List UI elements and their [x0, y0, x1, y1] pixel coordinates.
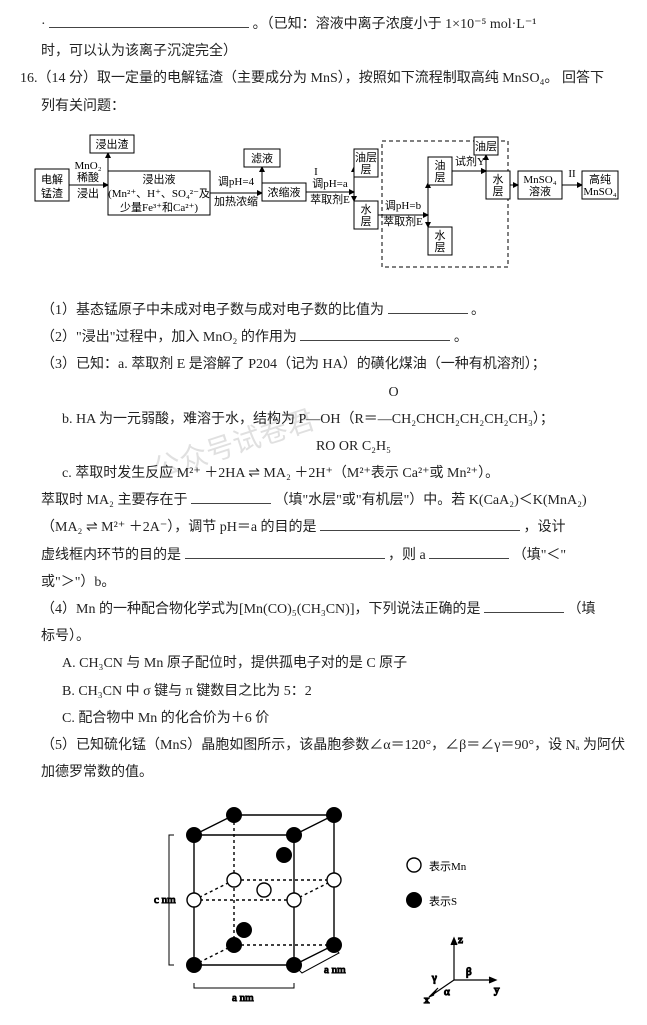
q3c3a: （MA₂ ⇌ M²⁺ ＋2A⁻），调节 pH＝a 的目的是	[41, 520, 317, 535]
svg-text:浓缩液: 浓缩液	[268, 185, 301, 199]
svg-text:β: β	[466, 966, 472, 978]
q4t2: （填	[567, 602, 595, 617]
svg-text:MnO₂: MnO₂	[74, 160, 101, 172]
svg-text:油层: 油层	[475, 139, 497, 153]
svg-text:x: x	[424, 994, 430, 1005]
q4t1: （4）Mn 的一种配合物化学式为[Mn(CO)₅(CH₃CN)]，下列说法正确的…	[41, 602, 480, 617]
blank-q3c3	[320, 516, 520, 531]
blank-q1	[388, 299, 468, 314]
header-line1: · 。（已知：溶液中离子浓度小于 1×10⁻⁵ mol·L⁻¹	[20, 12, 627, 37]
q5-line1: （5）已知硫化锰（MnS）晶胞如图所示，该晶胞参数∠α＝120°，∠β＝∠γ＝9…	[20, 733, 627, 758]
svg-text:层: 层	[361, 163, 372, 176]
svg-text:水: 水	[493, 173, 504, 186]
q3a: （3）已知：a. 萃取剂 E 是溶解了 P204（记为 HA）的磺化煤油（一种有…	[20, 352, 627, 377]
svg-text:水: 水	[361, 203, 372, 216]
q16-stem2: 列有关问题：	[20, 94, 627, 119]
blank-q3c4a	[185, 544, 385, 559]
q3c2b: （填"水层"或"有机层"）中。若 K(CaA₂)＜K(MnA₂)	[274, 493, 586, 508]
svg-text:c nm: c nm	[154, 894, 176, 906]
blank-q4	[484, 598, 564, 613]
q3c4c: （填"＜"	[513, 548, 566, 563]
svg-text:锰渣: 锰渣	[41, 186, 63, 200]
q5-line2: 加德罗常数的值。	[20, 760, 627, 785]
svg-text:(Mn²⁺、H⁺、SO₄²⁻及: (Mn²⁺、H⁺、SO₄²⁻及	[108, 188, 210, 200]
q1-text: （1）基态锰原子中未成对电子数与成对电子数的比值为	[41, 303, 384, 318]
q3c3b: ，设计	[524, 520, 566, 535]
svg-text:层: 层	[493, 185, 504, 198]
svg-text:MnSO₄: MnSO₄	[523, 174, 556, 186]
svg-text:浸出渣: 浸出渣	[96, 137, 129, 151]
header-dot: ·	[41, 17, 46, 32]
svg-text:试剂Y: 试剂Y	[455, 154, 485, 168]
svg-text:表示Mn: 表示Mn	[429, 859, 467, 873]
svg-text:MnSO₄: MnSO₄	[583, 186, 616, 198]
blank-header	[49, 13, 249, 28]
svg-text:萃取剂E: 萃取剂E	[383, 214, 423, 228]
blank-q3c4b	[429, 544, 509, 559]
svg-text:层: 层	[435, 241, 446, 254]
q2-end: 。	[454, 330, 468, 345]
q2: （2）"浸出"过程中，加入 MnO₂ 的作用为 。	[20, 325, 627, 350]
header-line2: 时，可以认为该离子沉淀完全）	[20, 39, 627, 64]
svg-text:油: 油	[435, 158, 446, 172]
q4-B: B. CH₃CN 中 σ 键与 π 键数目之比为 5：2	[20, 679, 627, 704]
crystal-diagram: c nm a nm a nm 表示Mn 表示S z y x γ β α	[20, 795, 627, 1014]
q4-line2: 标号）。	[20, 624, 627, 649]
q16-stem: 16.（14 分）取一定量的电解锰渣（主要成分为 MnS），按照如下流程制取高纯…	[20, 66, 627, 91]
svg-text:加热浓缩: 加热浓缩	[214, 195, 258, 208]
svg-text:层: 层	[361, 215, 372, 228]
svg-text:调pH=a: 调pH=a	[312, 177, 348, 190]
q3c4a: 虚线框内环节的目的是	[41, 548, 181, 563]
svg-text:浸出液: 浸出液	[143, 172, 176, 186]
q4-A: A. CH₃CN 与 Mn 原子配位时，提供孤电子对的是 C 原子	[20, 651, 627, 676]
q3c3: （MA₂ ⇌ M²⁺ ＋2A⁻），调节 pH＝a 的目的是 ，设计	[20, 515, 627, 540]
q16-num: 16.（14 分）	[20, 71, 97, 86]
q3c2a: 萃取时 MA₂ 主要存在于	[41, 493, 187, 508]
q3c5: 或"＞"）b。	[20, 570, 627, 595]
svg-text:滤液: 滤液	[251, 151, 273, 165]
svg-text:表示S: 表示S	[429, 894, 457, 908]
svg-text:少量Fe³⁺和Ca²⁺): 少量Fe³⁺和Ca²⁺)	[120, 201, 198, 214]
q3-o: O	[160, 380, 627, 405]
svg-text:z: z	[458, 934, 463, 946]
svg-text:高纯: 高纯	[589, 172, 611, 186]
q3c1: c. 萃取时发生反应 M²⁺ ＋2HA ⇌ MA₂ ＋2H⁺（M²⁺表示 Ca²…	[20, 461, 627, 486]
svg-text:萃取剂E: 萃取剂E	[310, 192, 350, 206]
svg-text:γ: γ	[431, 972, 437, 984]
svg-text:y: y	[494, 984, 500, 996]
q3c4: 虚线框内环节的目的是 ，则 a （填"＜"	[20, 543, 627, 568]
q2-text: （2）"浸出"过程中，加入 MnO₂ 的作用为	[41, 330, 297, 345]
svg-text:a nm: a nm	[324, 964, 346, 976]
q3c4b: ，则 a	[388, 548, 426, 563]
flow-diagram: 电解 锰渣 MnO₂ 稀酸 浸出 浸出渣 浸出液 (Mn²⁺、H⁺、SO₄²⁻及…	[30, 127, 627, 286]
svg-text:溶液: 溶液	[529, 184, 551, 198]
header-right: 。（已知：溶液中离子浓度小于 1×10⁻⁵ mol·L⁻¹	[253, 17, 537, 32]
q16-stem1: 取一定量的电解锰渣（主要成分为 MnS），按照如下流程制取高纯 MnSO₄。 回…	[97, 71, 604, 86]
q3b1: b. HA 为一元弱酸，难溶于水，结构为 P—OH（R＝—CH₂CHCH₂CH₂…	[20, 407, 627, 432]
svg-text:油层: 油层	[355, 150, 377, 164]
q1: （1）基态锰原子中未成对电子数与成对电子数的比值为 。	[20, 298, 627, 323]
q3-ro: RO OR C₂H₅	[80, 434, 627, 459]
svg-text:电解: 电解	[41, 172, 63, 186]
svg-text:稀酸: 稀酸	[77, 170, 99, 184]
blank-q2	[300, 326, 450, 341]
q4-C: C. 配合物中 Mn 的化合价为＋6 价	[20, 706, 627, 731]
svg-text:a nm: a nm	[232, 992, 254, 1004]
q3c2: 萃取时 MA₂ 主要存在于 （填"水层"或"有机层"）中。若 K(CaA₂)＜K…	[20, 488, 627, 513]
svg-text:调pH=4: 调pH=4	[218, 175, 255, 188]
svg-text:水: 水	[435, 229, 446, 242]
svg-text:调pH=b: 调pH=b	[385, 199, 422, 212]
svg-text:浸出: 浸出	[77, 186, 99, 200]
q1-end: 。	[471, 303, 485, 318]
svg-text:I: I	[314, 166, 318, 178]
svg-text:II: II	[568, 168, 576, 180]
svg-text:α: α	[444, 986, 450, 998]
q4-line1: （4）Mn 的一种配合物化学式为[Mn(CO)₅(CH₃CN)]，下列说法正确的…	[20, 597, 627, 622]
svg-text:层: 层	[435, 171, 446, 184]
blank-q3c2	[191, 489, 271, 504]
